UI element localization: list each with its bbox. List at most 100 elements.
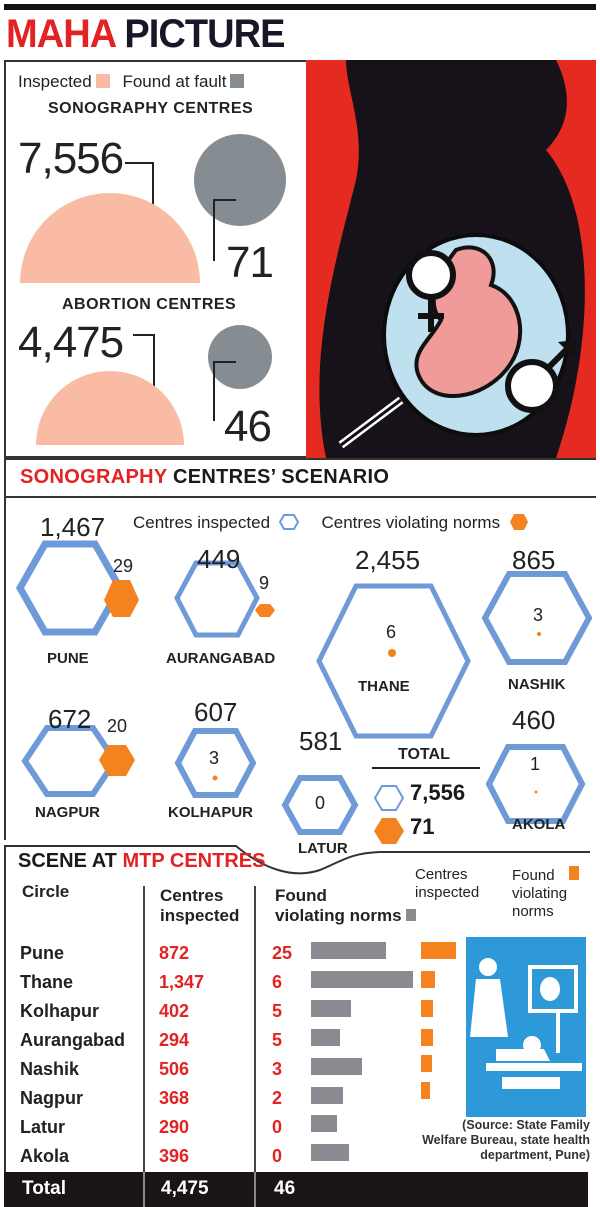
table-cell: Nagpur	[20, 1088, 83, 1108]
table-cell: 294	[159, 1030, 190, 1050]
mtp-title-black: SCENE AT	[18, 850, 117, 872]
col-header-inspected: Centres inspected	[160, 886, 240, 925]
total-violating: 71	[410, 814, 435, 839]
hexagon-filled-icon	[509, 514, 528, 530]
abortion-fault-circle	[208, 325, 272, 389]
kolhapur-violating: 3	[209, 748, 220, 768]
abortion-heading: ABORTION CENTRES	[62, 296, 237, 313]
bar-legend-inspected: Centres inspected	[415, 866, 480, 901]
nagpur-label: NAGPUR	[35, 804, 101, 821]
bar-found-kolhapur	[421, 1000, 433, 1017]
nashik-label: NASHIK	[508, 676, 566, 693]
hexagon-outline-icon	[278, 514, 299, 530]
table-cell: Latur	[20, 1117, 65, 1137]
bar-legend-found: Found violating norms	[512, 866, 579, 921]
thane-violating: 6	[386, 622, 397, 642]
hexagon-chart	[15, 540, 593, 844]
aurangabad-violating: 9	[259, 573, 270, 593]
bar-inspected-nashik	[311, 1058, 362, 1075]
thane-label: THANE	[358, 678, 410, 695]
top-rule	[4, 4, 596, 10]
total-inspected: 7,556	[410, 780, 466, 805]
aurangabad-inspected: 449	[197, 544, 241, 574]
aurangabad-label: AURANGABAD	[166, 650, 276, 667]
abortion-inspected-value: 4,475	[18, 318, 124, 367]
title-part-black: PICTURE	[124, 12, 285, 56]
orange-swatch-icon	[568, 866, 579, 880]
bar-found-nashik	[421, 1055, 432, 1072]
total-found: 46	[274, 1178, 296, 1199]
table-cell: 5	[272, 1030, 283, 1050]
bar-found-nagpur	[421, 1082, 430, 1099]
table-cell: 290	[159, 1117, 190, 1137]
nashik-violating: 3	[533, 605, 544, 625]
bar-inspected-kolhapur	[311, 1000, 351, 1017]
latur-label: LATUR	[298, 840, 348, 857]
leader-line	[213, 361, 236, 421]
col-header-found: Found violating norms	[275, 886, 417, 926]
table-cell: 25	[272, 943, 293, 963]
column-divider	[254, 886, 256, 1172]
divider	[4, 458, 596, 460]
inspected-swatch-icon	[95, 74, 110, 88]
nashik-inspected: 865	[512, 545, 556, 575]
column-divider	[143, 1172, 145, 1207]
bar-found-thane	[421, 971, 435, 988]
left-border	[4, 846, 6, 1172]
table-cell: Akola	[20, 1146, 70, 1166]
sonography-fault-circle	[194, 134, 286, 226]
latur-inspected: 581	[299, 726, 343, 756]
legend-fault-label: Found at fault	[122, 72, 227, 91]
kolhapur-label: KOLHAPUR	[168, 804, 253, 821]
pune-label: PUNE	[47, 650, 89, 667]
table-cell: 1,347	[159, 972, 205, 992]
circle-column: Pune Thane Kolhapur Aurangabad Nashik Na…	[20, 939, 125, 1171]
table-total-row: Total 4,475 46	[4, 1172, 588, 1207]
table-cell: 402	[159, 1001, 190, 1021]
legend-violating-label: Centres violating norms	[321, 513, 501, 532]
page-title: MAHA PICTURE	[6, 12, 285, 57]
nagpur-violating: 20	[107, 716, 128, 736]
col-header-circle: Circle	[22, 882, 70, 901]
mtp-title: SCENE AT MTP CENTRES	[18, 850, 265, 873]
table-cell: 5	[272, 1001, 283, 1021]
ultrasound-icon	[470, 958, 582, 1089]
bar-found-pune	[421, 942, 456, 959]
table-cell: 506	[159, 1059, 190, 1079]
sonography-inspected-value: 7,556	[18, 134, 124, 183]
source-note: (Source: State Family Welfare Bureau, st…	[422, 1118, 590, 1162]
pune-inspected: 1,467	[40, 512, 106, 542]
table-cell: 0	[272, 1117, 283, 1137]
table-cell: Kolhapur	[20, 1001, 99, 1021]
sonography-fault-value: 71	[226, 238, 274, 287]
table-cell: Aurangabad	[20, 1030, 126, 1050]
total-inspected: 4,475	[161, 1178, 209, 1199]
scenario-title: SONOGRAPHY CENTRES’ SCENARIO	[20, 466, 389, 489]
abortion-fault-value: 46	[224, 402, 272, 451]
kolhapur-inspected: 607	[194, 697, 238, 727]
table-cell: 872	[159, 943, 190, 963]
akola-inspected: 460	[512, 705, 556, 735]
bar-found-aurangabad	[421, 1029, 433, 1046]
overview-panel	[4, 60, 308, 458]
bar-inspected-akola	[311, 1144, 349, 1161]
table-cell: Nashik	[20, 1059, 80, 1079]
title-part-red: MAHA	[6, 12, 116, 56]
column-divider	[254, 1172, 256, 1207]
pregnant-silhouette-icon	[319, 60, 585, 458]
table-cell: 2	[272, 1088, 283, 1108]
pune-violating: 29	[113, 556, 134, 576]
bar-inspected-latur	[311, 1115, 337, 1132]
total-label: Total	[22, 1178, 66, 1199]
leader-line	[133, 334, 155, 416]
gray-swatch-icon	[406, 909, 417, 921]
table-cell: 6	[272, 972, 283, 992]
legend-inspected-label: Inspected	[18, 72, 92, 91]
pregnancy-illustration	[306, 60, 596, 458]
scenario-title-red: SONOGRAPHY	[20, 466, 168, 488]
legend-inspected-label: Centres inspected	[133, 513, 271, 532]
fault-swatch-icon	[230, 74, 245, 88]
scenario-header-band	[4, 458, 596, 498]
akola-violating: 1	[530, 754, 541, 774]
bar-inspected-nagpur	[311, 1087, 343, 1104]
